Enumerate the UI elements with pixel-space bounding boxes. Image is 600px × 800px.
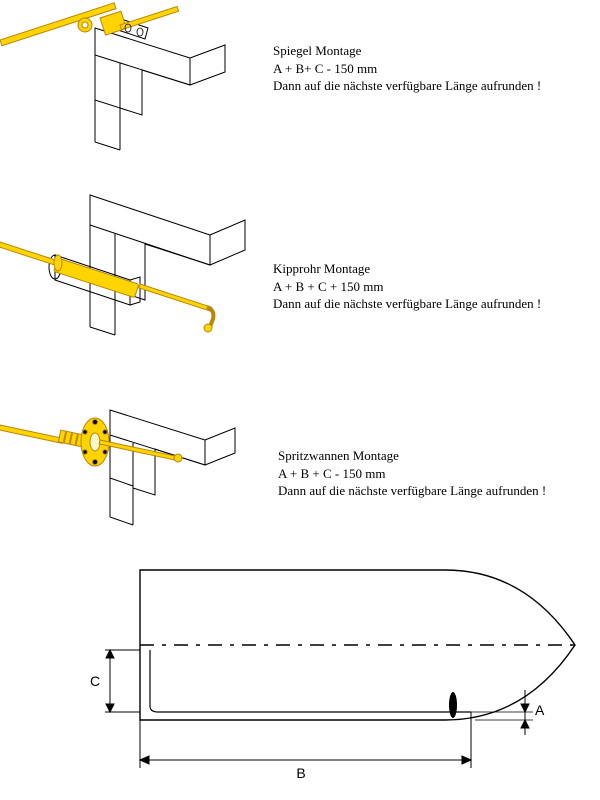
title-kipprohr: Kipprohr Montage	[273, 260, 541, 278]
boat-diagram: C A B	[55, 550, 585, 795]
note-spritzwannen: Dann auf die nächste verfügbare Länge au…	[278, 482, 546, 500]
diagram-spiegel	[0, 0, 260, 165]
note-kipprohr: Dann auf die nächste verfügbare Länge au…	[273, 295, 541, 313]
note-spiegel: Dann auf die nächste verfügbare Länge au…	[273, 77, 541, 95]
text-spiegel: Spiegel Montage A + B+ C - 150 mm Dann a…	[273, 42, 541, 95]
formula-kipprohr: A + B + C + 150 mm	[273, 278, 541, 296]
dim-label-c: C	[90, 673, 100, 689]
diagram-kipprohr	[0, 160, 260, 365]
formula-spiegel: A + B+ C - 150 mm	[273, 60, 541, 78]
title-spritzwannen: Spritzwannen Montage	[278, 447, 546, 465]
section-spiegel: Spiegel Montage A + B+ C - 150 mm Dann a…	[0, 0, 600, 160]
text-kipprohr: Kipprohr Montage A + B + C + 150 mm Dann…	[273, 260, 541, 313]
diagram-spritzwannen	[0, 370, 260, 545]
formula-spritzwannen: A + B + C - 150 mm	[278, 465, 546, 483]
title-spiegel: Spiegel Montage	[273, 42, 541, 60]
section-spritzwannen: Spritzwannen Montage A + B + C - 150 mm …	[0, 370, 600, 540]
dim-label-a: A	[535, 702, 545, 718]
dim-label-b: B	[296, 765, 305, 781]
section-kipprohr: Kipprohr Montage A + B + C + 150 mm Dann…	[0, 160, 600, 360]
text-spritzwannen: Spritzwannen Montage A + B + C - 150 mm …	[278, 447, 546, 500]
